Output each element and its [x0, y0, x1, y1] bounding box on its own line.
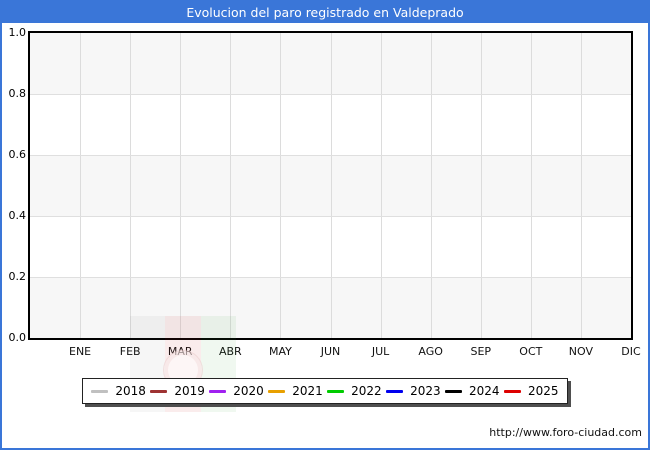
legend-year-label: 2019 [174, 384, 205, 398]
legend-line-swatch [503, 389, 521, 393]
legend-item: 2025 [503, 384, 559, 398]
vertical-gridline [580, 33, 582, 338]
legend-line-swatch [209, 389, 227, 393]
legend-item: 2022 [327, 384, 382, 398]
vertical-gridline [180, 33, 182, 338]
x-axis-month-label: JUN [320, 345, 341, 358]
legend-line-swatch [268, 389, 286, 393]
y-axis-tick-label: 0.2 [8, 270, 27, 283]
vertical-gridline [530, 33, 532, 338]
legend-item: 2024 [445, 384, 500, 398]
x-axis-month-label: FEB [119, 345, 141, 358]
vertical-gridline [280, 33, 282, 338]
x-axis-month-label: JUL [371, 345, 390, 358]
legend-year-label: 2024 [469, 384, 500, 398]
vertical-gridline [130, 33, 132, 338]
legend-item: 2021 [268, 384, 323, 398]
legend-year-label: 2023 [410, 384, 441, 398]
vertical-gridline [330, 33, 332, 338]
vertical-gridline [430, 33, 432, 338]
x-axis-month-label: NOV [568, 345, 594, 358]
legend-year-label: 2018 [115, 384, 146, 398]
x-axis-month-label: AGO [418, 345, 443, 358]
y-axis-tick-label: 0.8 [8, 87, 27, 100]
legend-line-swatch [150, 389, 168, 393]
x-axis-month-label: MAR [167, 345, 193, 358]
y-axis-tick-label: 0.6 [8, 148, 27, 161]
legend-item: 2020 [209, 384, 264, 398]
legend-item: 2023 [386, 384, 441, 398]
horizontal-gridline [30, 277, 631, 278]
chart-title: Evolucion del paro registrado en Valdepr… [186, 5, 464, 20]
legend-year-label: 2021 [292, 384, 323, 398]
legend-year-label: 2025 [527, 384, 559, 398]
x-axis-month-label: MAY [268, 345, 292, 358]
legend-line-swatch [327, 389, 345, 393]
y-axis-tick-label: 0.0 [8, 331, 27, 344]
vertical-gridline [480, 33, 482, 338]
legend-year-label: 2022 [351, 384, 382, 398]
horizontal-gridline [30, 94, 631, 95]
plot-area [28, 31, 633, 340]
x-axis-month-label: ABR [218, 345, 242, 358]
vertical-gridline [230, 33, 232, 338]
x-axis-month-label: SEP [470, 345, 492, 358]
legend-year-label: 2020 [233, 384, 264, 398]
horizontal-gridline [30, 216, 631, 217]
x-axis-month-label: DIC [621, 345, 641, 358]
x-axis-month-label: ENE [69, 345, 92, 358]
legend-item: 2018 [91, 384, 146, 398]
horizontal-gridline [30, 155, 631, 156]
chart-legend: 2018 2019 2020 2021 2022 2023 2024 2025 [82, 378, 568, 404]
footer-url: http://www.foro-ciudad.com [489, 426, 642, 439]
legend-line-swatch [386, 389, 404, 393]
vertical-gridline [380, 33, 382, 338]
x-axis-month-label: OCT [519, 345, 543, 358]
y-axis-tick-label: 1.0 [8, 26, 27, 39]
chart-title-bar: Evolucion del paro registrado en Valdepr… [2, 2, 648, 23]
y-axis-tick-label: 0.4 [8, 209, 27, 222]
legend-line-swatch [91, 389, 109, 393]
legend-item: 2019 [150, 384, 205, 398]
vertical-gridline [80, 33, 82, 338]
legend-line-swatch [445, 389, 463, 393]
